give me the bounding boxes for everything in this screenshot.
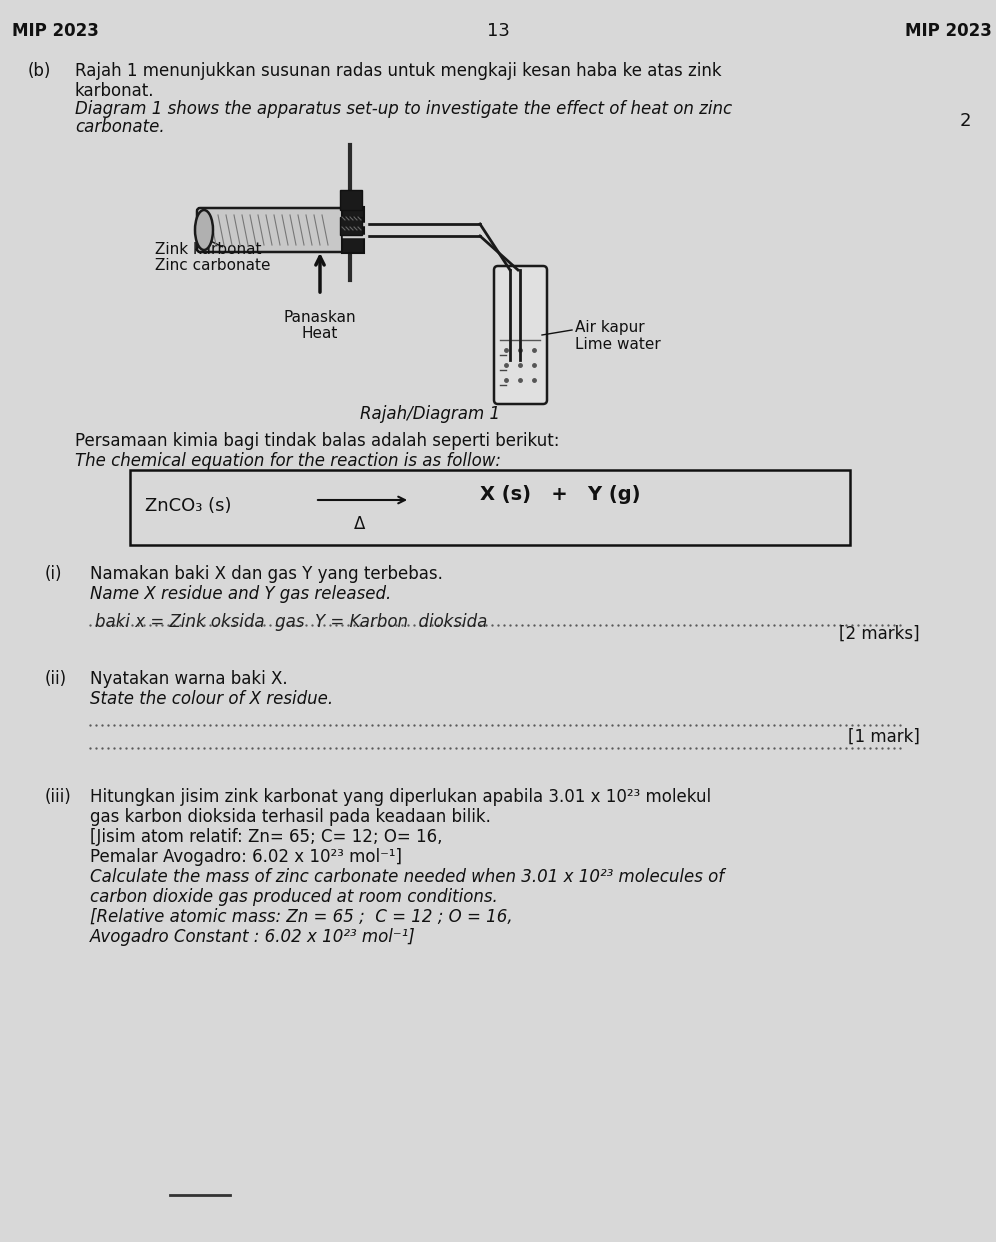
Text: Persamaan kimia bagi tindak balas adalah seperti berikut:: Persamaan kimia bagi tindak balas adalah…: [75, 432, 560, 450]
Ellipse shape: [195, 210, 213, 250]
Text: carbonate.: carbonate.: [75, 118, 164, 137]
Bar: [340, 217, 362, 235]
Bar: [340, 190, 362, 210]
Text: State the colour of X residue.: State the colour of X residue.: [90, 691, 333, 708]
Text: 2: 2: [960, 112, 971, 130]
Text: Calculate the mass of zinc carbonate needed when 3.01 x 10²³ molecules of: Calculate the mass of zinc carbonate nee…: [90, 868, 724, 886]
Text: carbon dioxide gas produced at room conditions.: carbon dioxide gas produced at room cond…: [90, 888, 498, 905]
Text: MIP 2023: MIP 2023: [12, 22, 99, 40]
Text: Lime water: Lime water: [575, 337, 660, 351]
Text: Panaskan: Panaskan: [284, 310, 357, 325]
Text: Rajah 1 menunjukkan susunan radas untuk mengkaji kesan haba ke atas zink: Rajah 1 menunjukkan susunan radas untuk …: [75, 62, 722, 79]
Text: Pemalar Avogadro: 6.02 x 10²³ mol⁻¹]: Pemalar Avogadro: 6.02 x 10²³ mol⁻¹]: [90, 848, 402, 866]
Text: gas karbon dioksida terhasil pada keadaan bilik.: gas karbon dioksida terhasil pada keadaa…: [90, 809, 491, 826]
Text: 13: 13: [487, 22, 509, 40]
Text: (b): (b): [28, 62, 52, 79]
Text: [Relative atomic mass: Zn = 65 ;  C = 12 ; O = 16,: [Relative atomic mass: Zn = 65 ; C = 12 …: [90, 908, 513, 927]
Bar: [342, 207, 364, 253]
FancyBboxPatch shape: [197, 207, 363, 252]
Text: (iii): (iii): [45, 787, 72, 806]
Text: Nyatakan warna baki X.: Nyatakan warna baki X.: [90, 669, 288, 688]
Text: [Jisim atom relatif: Zn= 65; C= 12; O= 16,: [Jisim atom relatif: Zn= 65; C= 12; O= 1…: [90, 828, 442, 846]
Text: Namakan baki X dan gas Y yang terbebas.: Namakan baki X dan gas Y yang terbebas.: [90, 565, 443, 582]
Text: Avogadro Constant : 6.02 x 10²³ mol⁻¹]: Avogadro Constant : 6.02 x 10²³ mol⁻¹]: [90, 928, 415, 946]
Text: Name X residue and Y gas released.: Name X residue and Y gas released.: [90, 585, 391, 604]
Text: (ii): (ii): [45, 669, 67, 688]
Text: Δ: Δ: [355, 515, 366, 533]
Text: Hitungkan jisim zink karbonat yang diperlukan apabila 3.01 x 10²³ molekul: Hitungkan jisim zink karbonat yang diper…: [90, 787, 711, 806]
Text: Heat: Heat: [302, 325, 339, 342]
Text: MIP 2023: MIP 2023: [905, 22, 992, 40]
Text: baki x = Zink oksida  gas  Y = Karbon  dioksida: baki x = Zink oksida gas Y = Karbon diok…: [95, 614, 487, 631]
Text: (i): (i): [45, 565, 63, 582]
Text: [2 marks]: [2 marks]: [840, 625, 920, 643]
Text: karbonat.: karbonat.: [75, 82, 154, 101]
Bar: [130, 469, 850, 545]
FancyBboxPatch shape: [494, 266, 547, 404]
Text: [1 mark]: [1 mark]: [849, 728, 920, 746]
Text: ZnCO₃ (s): ZnCO₃ (s): [145, 497, 231, 515]
Text: Air kapur: Air kapur: [575, 320, 644, 335]
Text: Diagram 1 shows the apparatus set-up to investigate the effect of heat on zinc: Diagram 1 shows the apparatus set-up to …: [75, 101, 732, 118]
Text: Zink karbonat: Zink karbonat: [155, 242, 262, 257]
Text: Rajah/Diagram 1: Rajah/Diagram 1: [360, 405, 500, 424]
Text: The chemical equation for the reaction is as follow:: The chemical equation for the reaction i…: [75, 452, 501, 469]
Text: Zinc carbonate: Zinc carbonate: [155, 258, 271, 273]
Text: X (s)   +   Y (g): X (s) + Y (g): [480, 484, 640, 504]
